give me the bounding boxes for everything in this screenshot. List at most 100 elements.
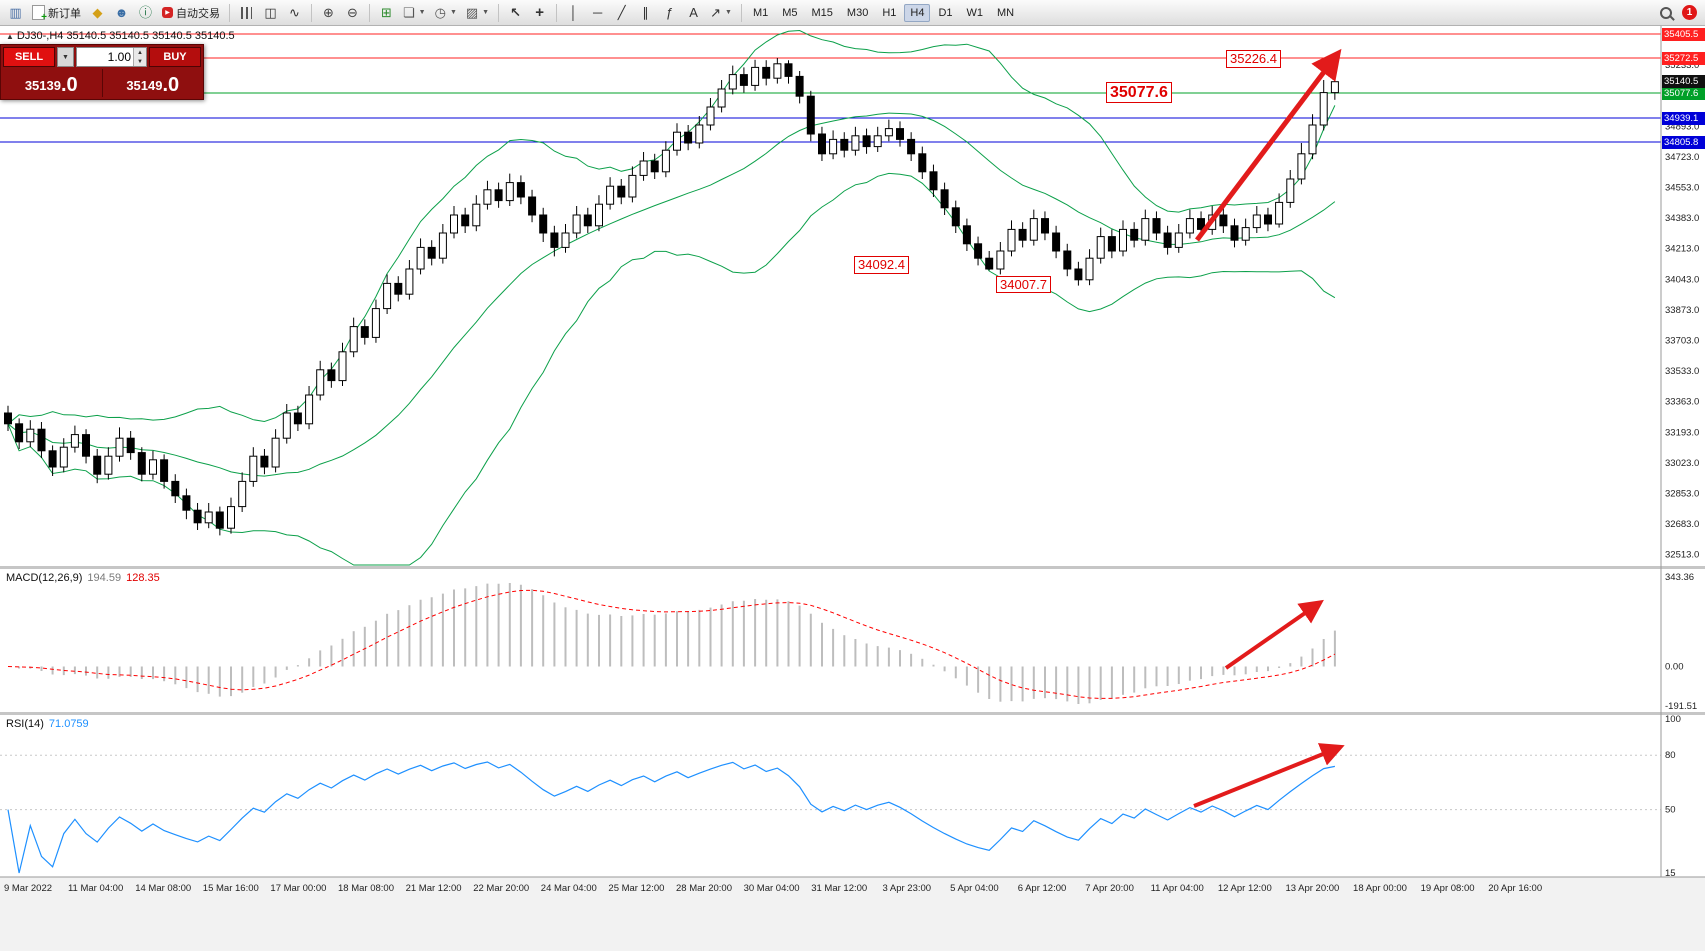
time-label: 22 Mar 20:00 bbox=[473, 883, 529, 894]
price-tick-label: 34043.0 bbox=[1665, 274, 1699, 285]
candle bbox=[104, 447, 113, 480]
macd-signal-line bbox=[7, 589, 1336, 699]
bar-chart-button[interactable] bbox=[235, 2, 258, 24]
timeframe-button-mn[interactable]: MN bbox=[991, 4, 1020, 22]
volume-decrease-button[interactable]: ▼ bbox=[134, 57, 146, 66]
rsi-axis-label: 15 bbox=[1665, 868, 1676, 879]
price-tick-label: 34893.0 bbox=[1665, 121, 1699, 132]
timeframe-button-h4[interactable]: H4 bbox=[904, 3, 931, 22]
cascade-windows-button[interactable]: ❏ ▼ bbox=[399, 2, 430, 24]
bid-price[interactable]: 35139 .0 bbox=[1, 69, 102, 97]
candle bbox=[650, 153, 659, 179]
candle bbox=[572, 206, 581, 239]
timeframe-button-h1[interactable]: H1 bbox=[876, 4, 902, 22]
horizontal-line-tool-button[interactable]: ─ bbox=[586, 2, 609, 24]
chart-annotation: 35077.6 bbox=[1106, 82, 1172, 104]
clock-icon: ◷ bbox=[434, 5, 446, 20]
time-axis-background[interactable] bbox=[0, 877, 1705, 951]
bar-chart-icon bbox=[241, 6, 252, 19]
candle bbox=[360, 319, 369, 345]
candle bbox=[985, 251, 994, 271]
candle bbox=[483, 180, 492, 210]
candle bbox=[1141, 209, 1150, 246]
autotrading-button[interactable]: 自动交易 bbox=[158, 2, 224, 24]
candles-layer bbox=[4, 58, 1339, 536]
candle bbox=[1018, 222, 1027, 248]
cursor-tool-button[interactable]: ↖ bbox=[504, 2, 527, 24]
volume-input[interactable] bbox=[77, 48, 133, 66]
panel-splitter[interactable] bbox=[0, 712, 1705, 715]
candle bbox=[606, 177, 615, 210]
time-label: 12 Apr 12:00 bbox=[1218, 883, 1272, 894]
line-chart-button[interactable]: ∿ bbox=[283, 2, 306, 24]
info-icon: ⓘ bbox=[138, 5, 152, 20]
candle bbox=[717, 80, 726, 113]
candle bbox=[1286, 170, 1295, 208]
candle bbox=[829, 130, 838, 160]
new-order-button[interactable]: 新订单 bbox=[28, 2, 85, 24]
candle bbox=[238, 472, 247, 512]
period-button[interactable]: ◷ ▼ bbox=[431, 2, 461, 24]
fibonacci-tool-button[interactable]: ƒ bbox=[658, 2, 681, 24]
fibonacci-icon: ƒ bbox=[665, 5, 674, 20]
candle bbox=[728, 65, 737, 95]
price-tick-label: 33873.0 bbox=[1665, 305, 1699, 316]
candle bbox=[371, 299, 380, 343]
new-chart-button[interactable]: ▥ bbox=[4, 2, 27, 24]
candle bbox=[684, 125, 693, 151]
tile-windows-button[interactable]: ⊞ bbox=[375, 2, 398, 24]
candle bbox=[1330, 66, 1339, 100]
candle bbox=[505, 173, 514, 206]
rsi-layer: 100 80 50 15 bbox=[0, 714, 1681, 879]
search-button[interactable] bbox=[1654, 2, 1677, 24]
rsi-value: 71.0759 bbox=[48, 718, 89, 730]
macd-axis-label: -191.51 bbox=[1665, 701, 1697, 712]
timeframe-button-m5[interactable]: M5 bbox=[776, 4, 803, 22]
trend-arrow bbox=[1193, 743, 1345, 808]
buy-button[interactable]: BUY bbox=[149, 47, 201, 67]
candle bbox=[1119, 220, 1127, 257]
chart-window-icon: ▥ bbox=[9, 5, 22, 20]
macd-name: MACD(12,26,9) bbox=[6, 572, 83, 584]
horizontal-line-icon: ─ bbox=[593, 5, 603, 20]
time-label: 18 Apr 00:00 bbox=[1353, 883, 1407, 894]
timeframe-button-w1[interactable]: W1 bbox=[961, 4, 990, 22]
template-button[interactable]: ▨ ▼ bbox=[462, 2, 493, 24]
candle bbox=[182, 488, 191, 520]
timeframe-button-m15[interactable]: M15 bbox=[806, 4, 839, 22]
zoom-in-button[interactable]: ⊕ bbox=[317, 2, 340, 24]
candle bbox=[1219, 207, 1228, 233]
arrows-tool-button[interactable]: ↗ ▼ bbox=[706, 2, 736, 24]
profile-button[interactable]: ☻ bbox=[110, 2, 133, 24]
candlestick-chart-button[interactable]: ◫ bbox=[259, 2, 282, 24]
candle bbox=[450, 206, 458, 239]
trendline-tool-button[interactable]: ╱ bbox=[610, 2, 633, 24]
data-window-button[interactable]: ⓘ bbox=[134, 2, 157, 24]
volume-dropdown-button[interactable]: ▼ bbox=[57, 47, 74, 67]
vertical-line-tool-button[interactable]: │ bbox=[562, 2, 585, 24]
price-tick-label: 33363.0 bbox=[1665, 397, 1699, 408]
candle bbox=[1264, 207, 1272, 232]
channel-tool-button[interactable]: ∥ bbox=[634, 2, 657, 24]
candle bbox=[427, 240, 436, 266]
new-order-icon bbox=[32, 5, 47, 23]
candle bbox=[1152, 211, 1161, 241]
ask-price[interactable]: 35149 .0 bbox=[103, 69, 204, 97]
panel-splitter[interactable] bbox=[0, 566, 1705, 569]
candle bbox=[1297, 143, 1306, 185]
time-label: 9 Mar 2022 bbox=[4, 883, 52, 894]
timeframe-button-m30[interactable]: M30 bbox=[841, 4, 874, 22]
volume-increase-button[interactable]: ▲ bbox=[134, 48, 146, 57]
symbols-button[interactable]: ◆ bbox=[86, 2, 109, 24]
zoom-out-button[interactable]: ⊖ bbox=[341, 2, 364, 24]
text-tool-button[interactable]: A bbox=[682, 2, 705, 24]
candle bbox=[59, 438, 68, 473]
timeframe-button-d1[interactable]: D1 bbox=[932, 4, 958, 22]
candle bbox=[271, 429, 280, 473]
notifications-button[interactable]: 1 bbox=[1678, 2, 1701, 24]
timeframe-button-m1[interactable]: M1 bbox=[747, 4, 774, 22]
time-label: 5 Apr 04:00 bbox=[950, 883, 999, 894]
crosshair-tool-button[interactable]: + bbox=[528, 2, 551, 24]
sell-button[interactable]: SELL bbox=[3, 47, 55, 67]
